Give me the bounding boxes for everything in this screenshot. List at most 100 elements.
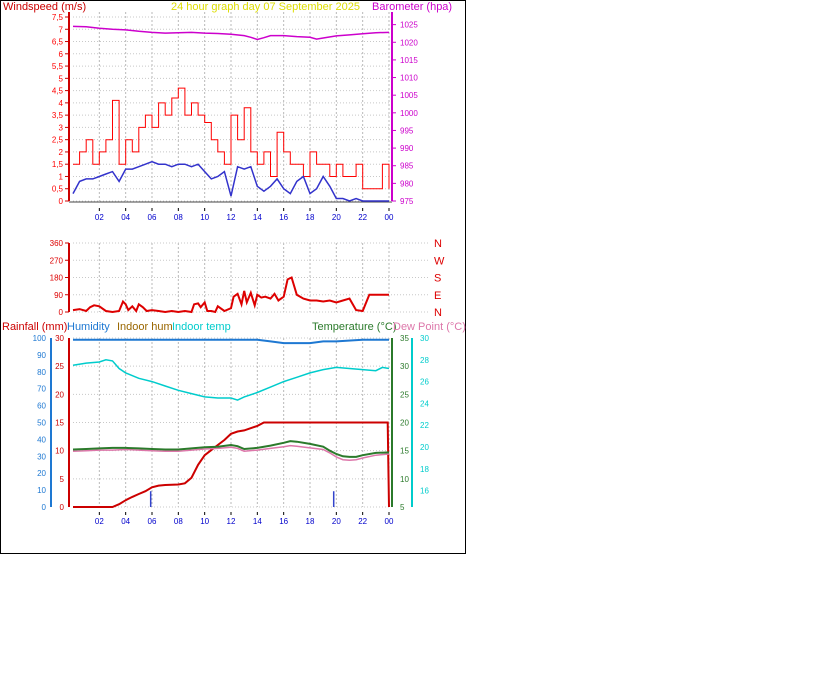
graph-border [0,0,466,554]
barometer-y-tick: 1015 [400,56,418,65]
indoor-temp-y-tick: 20 [420,443,429,452]
temperature-y-tick: 30 [400,362,409,371]
wind-y-tick: 1 [59,172,64,181]
wind-y-tick: 5 [59,74,64,83]
temp-x-tick: 02 [95,517,104,526]
rain-y-tick: 15 [55,419,64,428]
temperature-y-tick: 20 [400,419,409,428]
temp-x-tick: 20 [332,517,341,526]
wind-x-tick: 08 [174,213,183,222]
temp-x-tick: 08 [174,517,183,526]
wind-y-tick: 2,5 [52,136,64,145]
indoor-temp-y-tick: 28 [420,356,429,365]
wind-y-tick: 4,5 [52,87,64,96]
temperature-y-tick: 5 [400,503,405,512]
wind-x-tick: 22 [358,213,367,222]
legend-indoor-hum: Indoor hum [117,321,173,333]
wind-y-tick: 3 [59,123,64,132]
humidity-y-tick: 100 [33,334,47,343]
legend-rainfall: Rainfall (mm) [2,321,67,333]
direction-y-tick: 180 [50,274,64,283]
temperature-y-tick: 25 [400,390,409,399]
rain-y-tick: 0 [60,503,65,512]
direction-y-tick: 0 [59,308,64,317]
wind-y-tick: 2 [59,148,64,157]
temp-x-tick: 12 [227,517,236,526]
barometer-y-tick: 1010 [400,74,418,83]
barometer-y-tick: 1025 [400,21,418,30]
temp-x-tick: 06 [148,517,157,526]
humidity-y-tick: 30 [37,452,46,461]
wind-y-tick: 6,5 [52,38,64,47]
temp-x-tick: 00 [385,517,394,526]
direction-compass-label: N [434,238,442,250]
direction-y-tick: 90 [54,291,63,300]
wind-y-tick: 0 [59,197,64,206]
rain-y-tick: 10 [55,447,64,456]
windspeed-axis-title: Windspeed (m/s) [3,1,86,13]
barometer-y-tick: 1005 [400,91,418,100]
legend-indoor-temp: Indoor temp [172,321,231,333]
humidity-y-tick: 90 [37,351,46,360]
barometer-y-tick: 990 [400,144,414,153]
wind-average-line [72,160,389,202]
wind-x-tick: 04 [121,213,130,222]
barometer-y-tick: 1020 [400,38,418,47]
temp-x-tick: 14 [253,517,262,526]
indoor-temp-y-tick: 26 [420,378,429,387]
barometer-y-tick: 975 [400,197,414,206]
indoor-temp-y-tick: 30 [420,334,429,343]
wind-x-tick: 06 [148,213,157,222]
humidity-y-tick: 60 [37,402,46,411]
humidity-y-tick: 50 [37,419,46,428]
barometer-y-tick: 980 [400,179,414,188]
wind-direction-line [72,276,389,314]
humidity-y-tick: 40 [37,435,46,444]
direction-compass-label: N [434,307,442,319]
humidity-y-tick: 10 [37,486,46,495]
legend-humidity: Humidity [67,321,110,333]
humidity-line [73,338,389,345]
indoor-temp-y-tick: 18 [420,465,429,474]
indoor-temp-y-tick: 22 [420,421,429,430]
wind-x-tick: 16 [279,213,288,222]
temp-x-tick: 10 [200,517,209,526]
direction-compass-label: E [434,290,441,302]
wind-y-tick: 7,5 [52,13,64,22]
humidity-y-tick: 20 [37,469,46,478]
wind-y-tick: 7 [59,25,64,34]
wind-x-tick: 00 [385,213,394,222]
legend-dew-point: Dew Point (°C) [393,321,466,333]
wind-x-tick: 18 [306,213,315,222]
weather-graph-svg: Windspeed (m/s) 24 hour graph day 07 Sep… [0,0,466,554]
wind-y-tick: 1,5 [52,160,64,169]
wind-y-tick: 4 [59,99,64,108]
graph-date-title: 24 hour graph day 07 September 2025 [171,1,360,13]
direction-compass-label: W [434,255,445,267]
wind-y-tick: 5,5 [52,62,64,71]
barometer-line [72,25,390,41]
wind-y-tick: 3,5 [52,111,64,120]
temp-x-tick: 04 [121,517,130,526]
wind-x-tick: 10 [200,213,209,222]
rain-y-tick: 5 [60,475,65,484]
humidity-y-tick: 80 [37,368,46,377]
temperature-y-tick: 10 [400,475,409,484]
wind-x-tick: 12 [227,213,236,222]
temp-x-tick: 16 [279,517,288,526]
direction-y-tick: 360 [50,239,64,248]
wind-x-tick: 02 [95,213,104,222]
barometer-axis-title: Barometer (hpa) [372,1,452,13]
wind-x-tick: 14 [253,213,262,222]
temperature-line [72,440,390,458]
dew-point-line [72,444,390,461]
direction-y-tick: 270 [50,256,64,265]
wind-x-tick: 20 [332,213,341,222]
direction-compass-label: S [434,273,441,285]
indoor-temp-y-tick: 16 [420,487,429,496]
temp-x-tick: 22 [358,517,367,526]
wind-y-tick: 0,5 [52,185,64,194]
indoor-temp-line [72,359,390,401]
temp-x-tick: 18 [306,517,315,526]
temperature-y-tick: 15 [400,447,409,456]
